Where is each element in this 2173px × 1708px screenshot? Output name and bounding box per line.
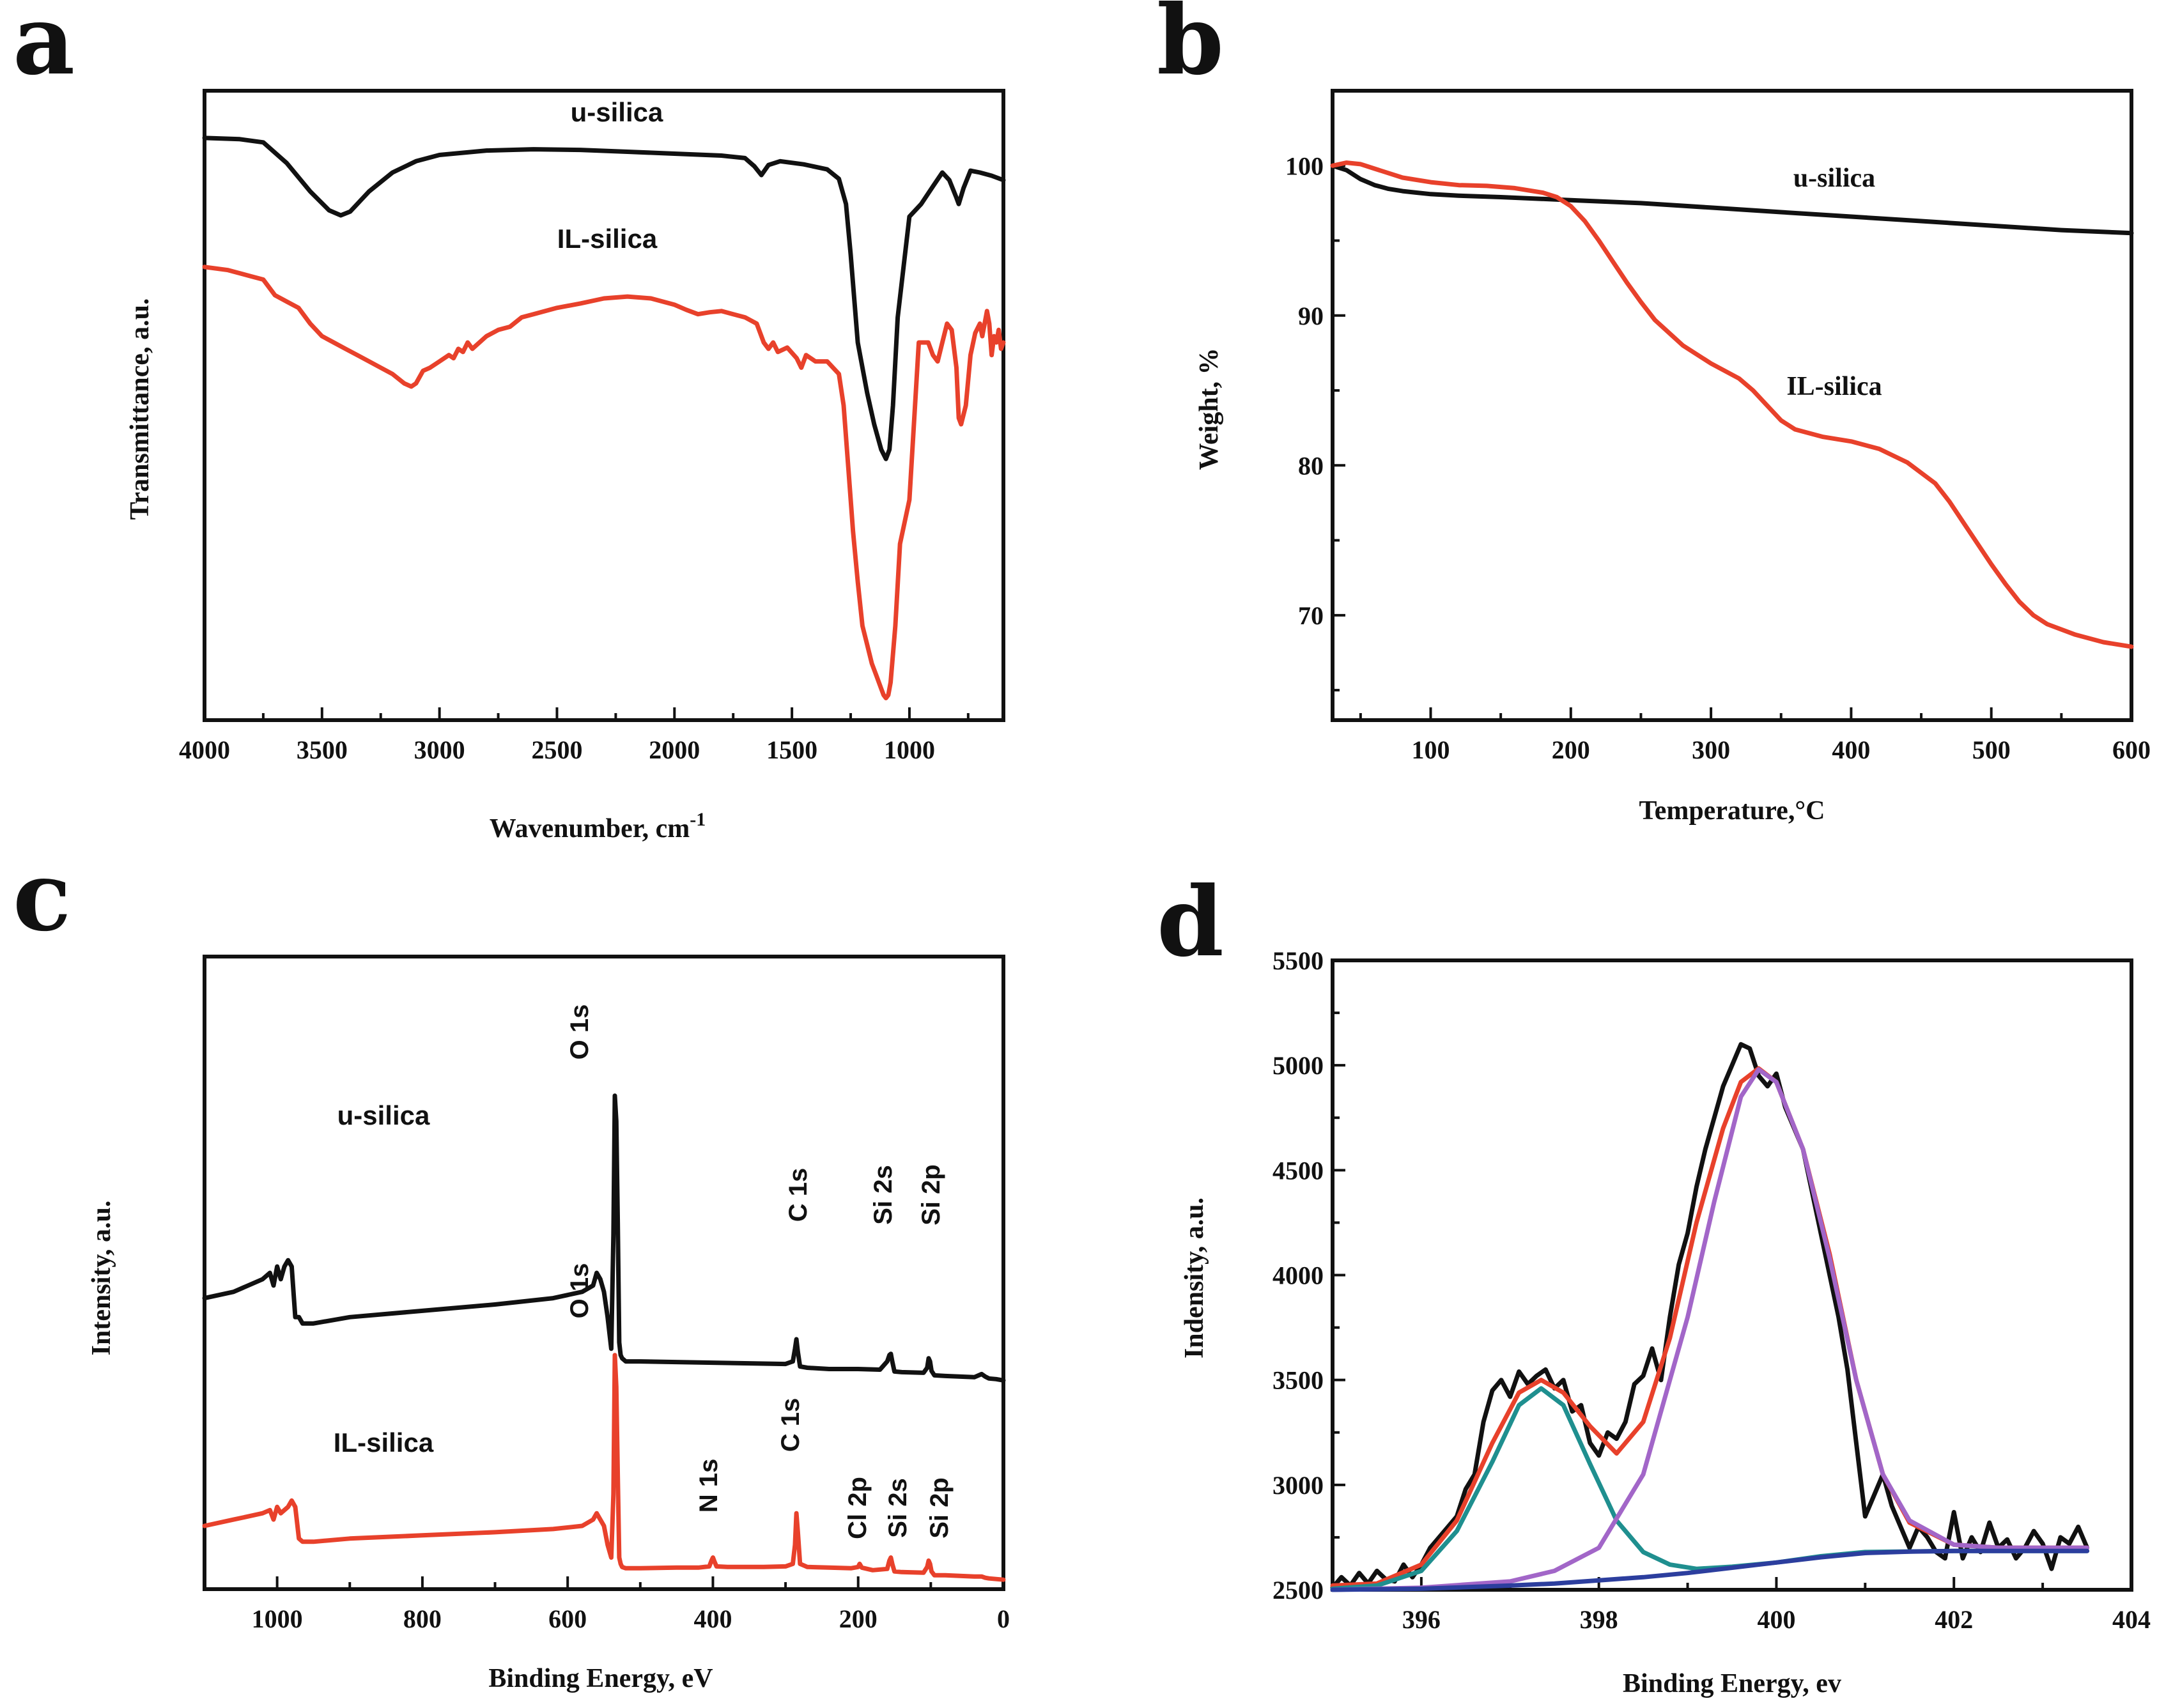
series-c	[202, 1093, 1006, 1582]
series-line-u-silica	[1330, 163, 2134, 236]
peak-label-si2p-u: Si 2p	[917, 1164, 945, 1226]
x-tick-label: 2000	[649, 735, 700, 764]
panel-label-d: d	[1157, 866, 1224, 978]
plot-frame-d	[1331, 958, 2133, 1592]
series-line-il-silica	[1330, 160, 2134, 649]
x-tick-label: 1000	[252, 1604, 303, 1633]
x-tick-label: 800	[403, 1604, 442, 1633]
x-axis-label-a-sup: -1	[690, 809, 706, 830]
plot-frame-a	[203, 89, 1005, 722]
panel-label-a: a	[13, 0, 75, 96]
x-tick-label: 396	[1402, 1605, 1441, 1634]
x-tick-label: 200	[839, 1604, 878, 1633]
y-tick-label: 3000	[1272, 1471, 1324, 1500]
series-line-fit-sum	[1330, 1066, 2090, 1588]
peak-label-o1s-il: O 1s	[566, 1263, 594, 1319]
x-axis-label-b: Temperature,°C	[1639, 796, 1825, 826]
x-tick-label: 400	[1832, 735, 1870, 764]
peak-label-si2p-il: Si 2p	[925, 1477, 954, 1539]
y-axis-label-d: Indensity, a.u.	[1180, 1197, 1209, 1358]
series-line-peak-2	[1330, 1067, 2090, 1592]
ticks-d: 396 398 400 402 404 2500 3000 3500 4000 4500 5000 5…	[1272, 946, 2151, 1634]
panel-d-xps-n1s: 396 398 400 402 404 2500 3000 3500 4000 4500 5000 5…	[1180, 946, 2151, 1698]
series-line-raw	[1330, 1042, 2090, 1590]
x-ticks-a: 4000 3500 3000 2500 2000 1500 1000	[179, 707, 970, 764]
y-axis-label-b: Weight, %	[1195, 348, 1224, 470]
series-line-u-silica	[202, 1093, 1006, 1383]
series-line-u-silica	[202, 135, 1006, 461]
x-ticks-c: 1000 800 600 400 200 0	[203, 1576, 1010, 1633]
x-axis-label-a-text: Wavenumber, cm	[490, 814, 690, 843]
x-axis-label-d: Binding Energy, ev	[1623, 1669, 1841, 1698]
x-tick-label: 400	[693, 1604, 732, 1633]
panel-b-tga: 100 200 300 400 500 600 70 80 90 100 u-silica IL-…	[1195, 89, 2151, 826]
x-tick-label: 4000	[179, 735, 230, 764]
x-tick-label: 1000	[884, 735, 935, 764]
peak-label-o1s-u: O 1s	[566, 1004, 594, 1060]
x-tick-label: 402	[1935, 1605, 1973, 1634]
panel-label-c: c	[13, 840, 71, 953]
y-axis-label-c: Intensity, a.u.	[87, 1201, 116, 1356]
series-line-peak-1	[1330, 1386, 2090, 1591]
x-tick-label: 500	[1972, 735, 2011, 764]
y-tick-label: 100	[1285, 151, 1324, 180]
y-tick-label: 4500	[1272, 1156, 1324, 1185]
plot-frame-b	[1331, 89, 2133, 722]
y-axis-label-a: Transmittance, a.u.	[125, 298, 155, 520]
series-d	[1330, 1042, 2090, 1592]
x-tick-label: 400	[1757, 1605, 1795, 1634]
series-label-u-silica-c: u-silica	[337, 1100, 430, 1130]
ticks-b: 100 200 300 400 500 600 70 80 90 100	[1285, 89, 2151, 764]
y-tick-label: 3500	[1272, 1366, 1324, 1395]
y-tick-label: 5000	[1272, 1051, 1324, 1080]
x-tick-label: 600	[548, 1604, 587, 1633]
x-tick-label: 100	[1412, 735, 1450, 764]
x-tick-label: 3500	[297, 735, 348, 764]
x-axis-label-c: Binding Energy, eV	[488, 1664, 713, 1693]
y-tick-label: 4000	[1272, 1261, 1324, 1290]
x-tick-label: 1500	[766, 735, 817, 764]
x-tick-label: 3000	[414, 735, 465, 764]
x-tick-label: 300	[1692, 735, 1730, 764]
x-tick-label: 404	[2112, 1605, 2151, 1634]
peak-label-si2s-il: Si 2s	[884, 1478, 912, 1537]
series-label-il-silica-b: IL-silica	[1786, 372, 1882, 401]
panel-c-xps-survey: 1000 800 600 400 200 0 u-silica IL-silica O 1…	[87, 955, 1010, 1693]
series-a	[202, 135, 1006, 700]
x-tick-label: 200	[1552, 735, 1590, 764]
y-tick-label: 80	[1298, 451, 1324, 480]
x-tick-label: 398	[1580, 1605, 1618, 1634]
x-tick-label: 0	[997, 1604, 1010, 1633]
x-tick-label: 600	[2112, 735, 2151, 764]
y-tick-label: 2500	[1272, 1576, 1324, 1604]
series-label-u-silica-a: u-silica	[571, 97, 663, 127]
peak-label-n1s-il: N 1s	[695, 1459, 723, 1513]
peak-label-c1s-il: C 1s	[777, 1398, 805, 1452]
peak-label-si2s-u: Si 2s	[869, 1165, 897, 1224]
series-line-il-silica	[202, 265, 1006, 700]
x-tick-label: 2500	[531, 735, 582, 764]
y-tick-label: 5500	[1272, 946, 1324, 975]
panel-a-ftir: 4000 3500 3000 2500 2000 1500 1000 u-silica IL…	[125, 89, 1006, 843]
panel-label-b: b	[1157, 0, 1224, 96]
series-line-il-silica	[202, 1353, 1006, 1582]
x-axis-label-a: Wavenumber, cm-1	[490, 809, 706, 843]
plot-frame-c	[203, 955, 1005, 1591]
series-b	[1330, 160, 2134, 649]
series-label-u-silica-b: u-silica	[1793, 164, 1875, 193]
series-label-il-silica-c: IL-silica	[334, 1427, 434, 1458]
y-tick-label: 90	[1298, 302, 1324, 330]
peak-label-cl2p-il: Cl 2p	[844, 1477, 872, 1539]
y-tick-label: 70	[1298, 601, 1324, 630]
series-label-il-silica-a: IL-silica	[557, 224, 658, 254]
series-line-baseline	[1330, 1548, 2090, 1592]
peak-label-c1s-u: C 1s	[784, 1168, 812, 1222]
